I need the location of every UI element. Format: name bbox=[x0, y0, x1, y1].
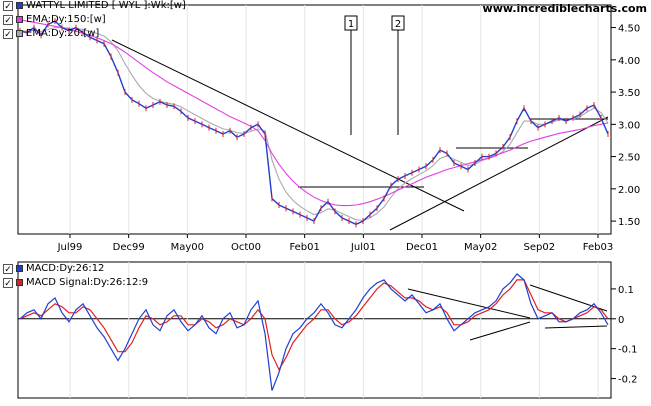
site-url[interactable]: www.incrediblecharts.com bbox=[482, 2, 647, 15]
legend-swatch-macd-signal bbox=[16, 279, 23, 286]
legend-label-macd: MACD:Dy:26:12 bbox=[26, 263, 105, 274]
marker-2: 2 bbox=[391, 15, 405, 31]
price-xtick-label: May00 bbox=[171, 242, 204, 253]
uptrend-line bbox=[389, 116, 609, 231]
price-xtick-label: Dec01 bbox=[406, 242, 438, 253]
macd-ytick-label: -0.2 bbox=[618, 375, 638, 386]
legend-label-wattyl: WATTYL LIMITED [ WYL ]:Wk:[w] bbox=[26, 0, 186, 11]
price-panel-frame bbox=[17, 4, 612, 235]
macd-signal-line bbox=[19, 279, 609, 371]
price-ytick-label: 2.50 bbox=[618, 153, 640, 164]
legend-label-macd-signal: MACD Signal:Dy:26:12:9 bbox=[26, 277, 149, 288]
checkbox-icon[interactable]: ✓ bbox=[3, 277, 13, 289]
price-xtick-label: May02 bbox=[464, 242, 497, 253]
macd-falling-line bbox=[407, 288, 531, 319]
checkbox-icon[interactable]: ✓ bbox=[3, 28, 13, 40]
price-xtick-label: Dec99 bbox=[113, 242, 145, 253]
legend-label-ema150: EMA:Dy:150:[w] bbox=[26, 14, 106, 25]
ema20-line bbox=[19, 27, 609, 222]
macd-triangle-lower bbox=[544, 325, 608, 329]
legend-row-ema20[interactable]: ✓ EMA:Dy:20:[w] bbox=[3, 28, 100, 40]
macd-line bbox=[19, 273, 609, 391]
legend-swatch-wattyl bbox=[16, 2, 23, 9]
macd-series-group bbox=[19, 273, 609, 391]
marker-1: 1 bbox=[344, 15, 358, 31]
price-y-axis: 1.50 2.00 2.50 3.00 3.50 4.00 4.50 bbox=[611, 24, 640, 228]
ema150-line bbox=[19, 19, 609, 207]
price-xtick-label: Feb03 bbox=[583, 242, 613, 253]
legend-row-wattyl[interactable]: ✓ WATTYL LIMITED [ WYL ]:Wk:[w] bbox=[3, 0, 186, 12]
legend-row-macd[interactable]: ✓ MACD:Dy:26:12 bbox=[3, 263, 105, 275]
price-xtick-label: Oct00 bbox=[231, 242, 261, 253]
price-xtick-label: Feb01 bbox=[289, 242, 319, 253]
price-ytick-label: 3.50 bbox=[618, 88, 640, 99]
price-ytick-label: 4.00 bbox=[618, 56, 640, 67]
legend-swatch-macd bbox=[16, 265, 23, 272]
price-ytick-label: 3.00 bbox=[618, 120, 640, 131]
macd-rising-line bbox=[469, 321, 531, 341]
legend-swatch-ema20 bbox=[16, 30, 23, 37]
price-xtick-label: Jul01 bbox=[350, 242, 376, 253]
checkbox-icon[interactable]: ✓ bbox=[3, 0, 13, 12]
price-ytick-label: 4.50 bbox=[618, 24, 640, 35]
legend-row-ema150[interactable]: ✓ EMA:Dy:150:[w] bbox=[3, 14, 106, 26]
marker-2-label: 2 bbox=[395, 19, 401, 30]
price-ytick-label: 1.50 bbox=[618, 217, 640, 228]
price-x-axis: Jul99 Dec99 May00 Oct00 Feb01 Jul01 Dec01 May02… bbox=[57, 234, 613, 253]
price-ytick-label: 2.00 bbox=[618, 185, 640, 196]
checkbox-icon[interactable]: ✓ bbox=[3, 263, 13, 275]
marker-1-label: 1 bbox=[348, 19, 354, 30]
macd-y-axis: 0.1 0 -0.1 -0.2 bbox=[611, 285, 638, 386]
price-xtick-label: Sep02 bbox=[524, 242, 556, 253]
macd-panel-frame bbox=[17, 261, 612, 399]
legend-swatch-ema150 bbox=[16, 16, 23, 23]
macd-ytick-label: -0.1 bbox=[618, 345, 638, 356]
legend-label-ema20: EMA:Dy:20:[w] bbox=[26, 28, 100, 39]
macd-ytick-label: 0.1 bbox=[618, 285, 634, 296]
price-series-group bbox=[19, 18, 609, 228]
macd-ytick-label: 0 bbox=[618, 315, 624, 326]
legend-row-macd-signal[interactable]: ✓ MACD Signal:Dy:26:12:9 bbox=[3, 277, 149, 289]
checkbox-icon[interactable]: ✓ bbox=[3, 14, 13, 26]
price-xtick-label: Jul99 bbox=[57, 242, 83, 253]
